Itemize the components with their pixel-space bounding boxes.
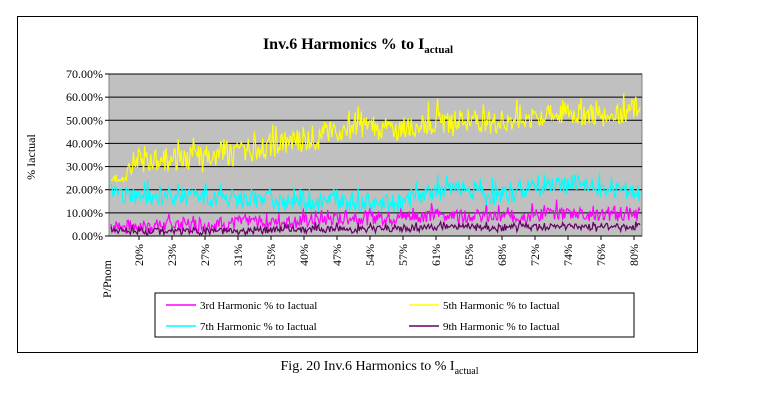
y-tick-label: 0.00%	[72, 229, 103, 243]
x-tick-label: 57%	[396, 244, 410, 266]
legend-box	[154, 292, 635, 338]
x-tick-label: 23%	[165, 244, 179, 266]
x-tick-label: 35%	[264, 244, 278, 266]
y-tick-label: 10.00%	[66, 206, 103, 220]
legend-label: 9th Harmonic % to Iactual	[443, 321, 560, 333]
legend-label: 5th Harmonic % to Iactual	[443, 300, 560, 312]
y-tick-label: 20.00%	[66, 183, 103, 197]
x-tick-label: 61%	[429, 244, 443, 266]
y-tick-label: 40.00%	[66, 136, 103, 150]
y-tick-label: 30.00%	[66, 160, 103, 174]
x-tick-label: 72%	[528, 244, 542, 266]
series-line-1	[110, 199, 641, 235]
y-tick-label: 50.00%	[66, 113, 103, 127]
x-tick-label: 54%	[363, 244, 377, 266]
caption-sub: actual	[454, 365, 479, 377]
plot-area: 0.00% 10.00% 20.00% 30.00% 40.00% 50.00% 60.00…	[66, 67, 643, 266]
x-tick-label: 68%	[495, 244, 509, 266]
chart-title-main: Inv.6 Harmonics % to I	[263, 36, 424, 53]
y-tick-label: 60.00%	[66, 90, 103, 104]
x-tick-label: 27%	[198, 244, 212, 266]
series-line-4	[110, 219, 641, 237]
x-tick-label: 47%	[330, 244, 344, 266]
series-line-2	[110, 93, 641, 184]
x-tick-label: 40%	[297, 244, 311, 266]
caption-text: Fig. 20 Inv.6 Harmonics to % I	[280, 359, 455, 374]
x-tick-label: 80%	[627, 244, 641, 266]
harmonics-chart: Inv.6 Harmonics % to Iactual % Iactual P…	[24, 36, 643, 338]
x-tick-label: 65%	[462, 244, 476, 266]
chart-frame: Inv.6 Harmonics % to Iactual % Iactual P…	[17, 16, 698, 353]
y-tick-label: 70.00%	[66, 67, 103, 81]
y-axis-label: % Iactual	[24, 134, 38, 180]
series-line-3	[110, 172, 641, 213]
chart-title: Inv.6 Harmonics % to Iactual	[263, 36, 453, 56]
figure-caption: Fig. 20 Inv.6 Harmonics to % Iactual	[0, 359, 759, 377]
x-tick-label: 76%	[594, 244, 608, 266]
x-axis-label: P/Pnom	[100, 259, 114, 298]
x-tick-label: 74%	[561, 244, 575, 266]
chart-title-sub: actual	[424, 44, 453, 56]
x-tick-label: 31%	[231, 244, 245, 266]
legend-label: 7th Harmonic % to Iactual	[200, 321, 317, 333]
x-tick-label: 20%	[132, 244, 146, 266]
legend: 3rd Harmonic % to Iactual 5th Harmonic % …	[154, 292, 635, 338]
legend-label: 3rd Harmonic % to Iactual	[200, 300, 317, 312]
